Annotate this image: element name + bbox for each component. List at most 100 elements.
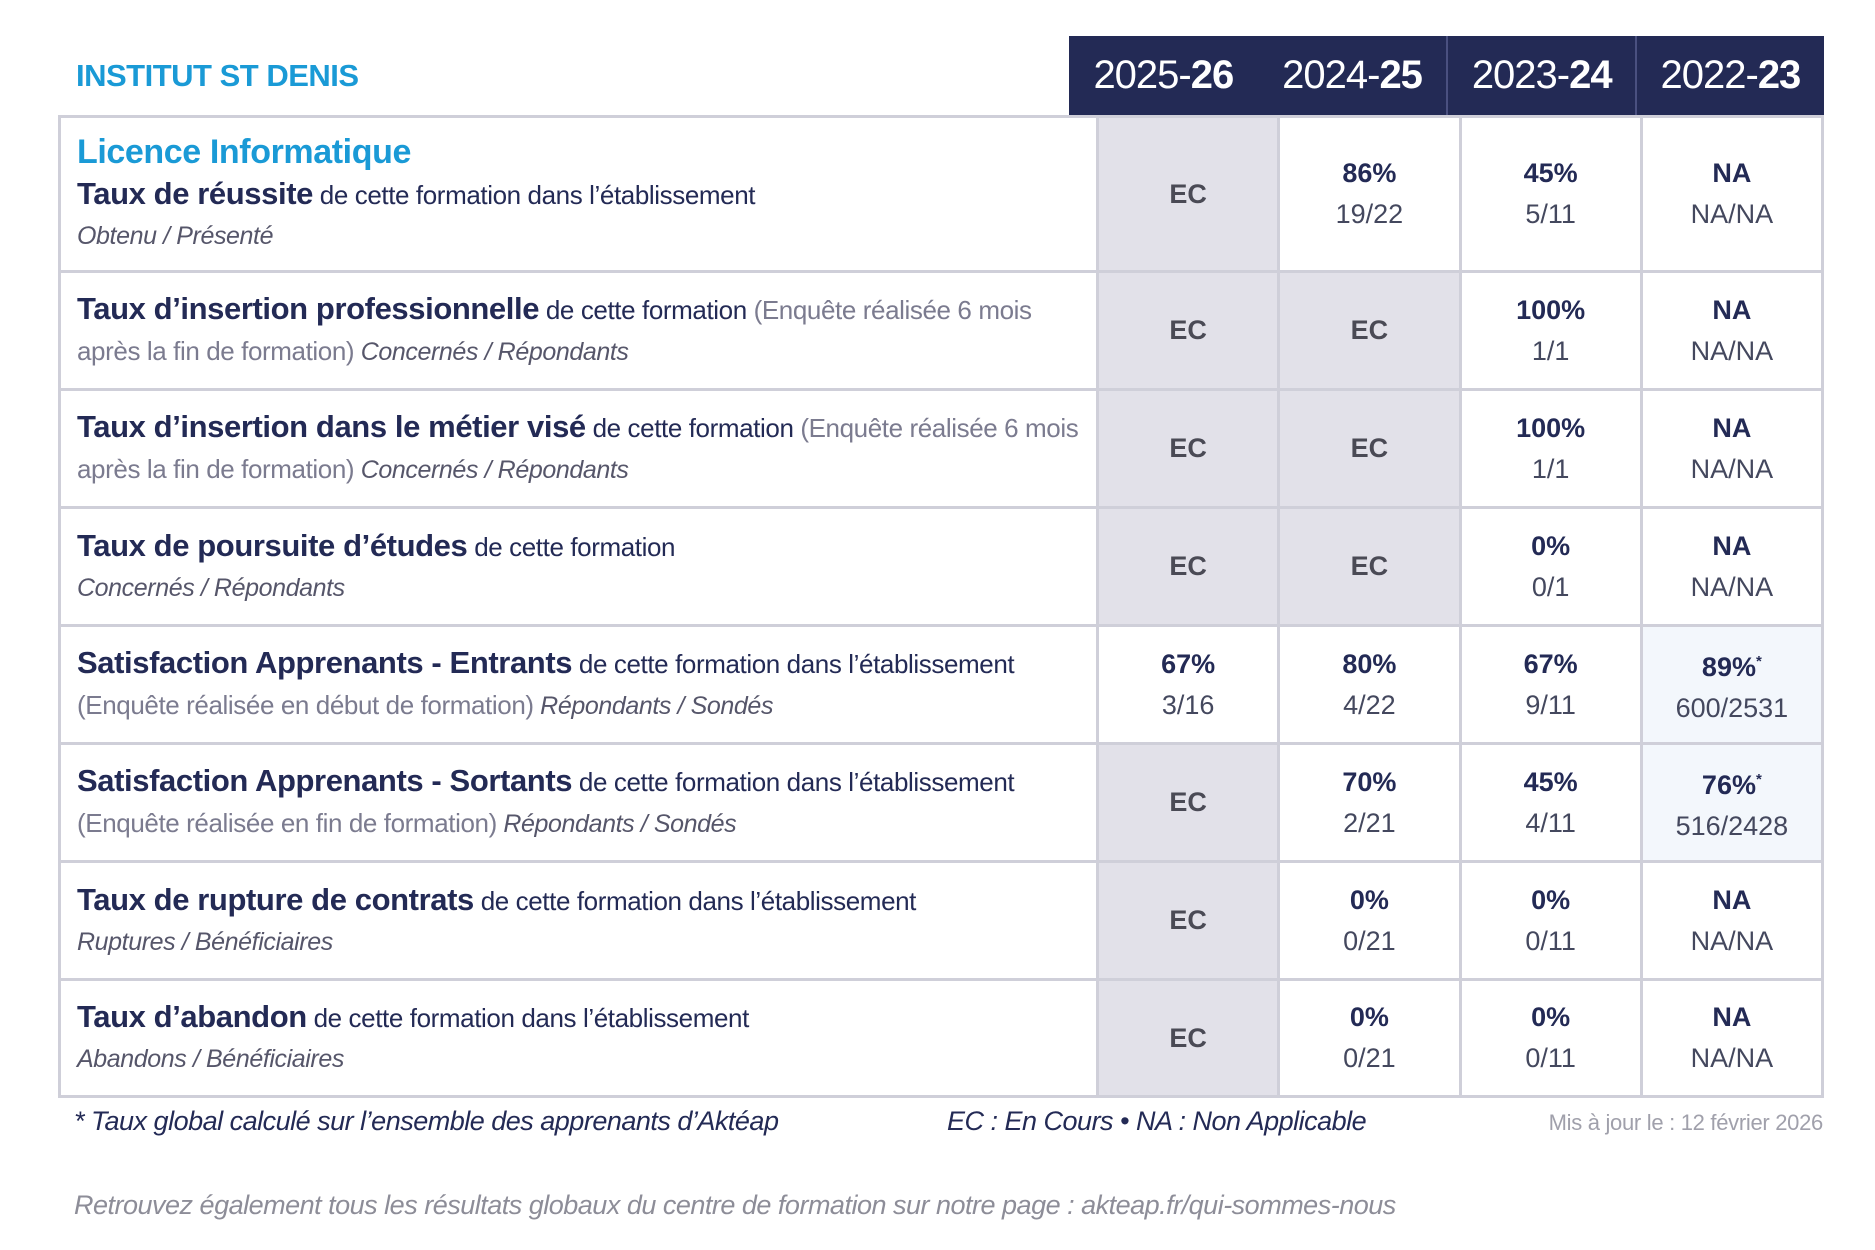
- rate-value: NA: [1712, 158, 1752, 188]
- value-cell: 86% 19/22: [1277, 115, 1462, 273]
- indicator-title: Satisfaction Apprenants - Entrants: [77, 645, 573, 680]
- count-value: 0/21: [1343, 925, 1396, 956]
- survey-note: (Enquête réalisée 6 mois après la fin de…: [77, 295, 1032, 366]
- value-cell: 67% 3/16: [1095, 624, 1281, 745]
- table-row: Satisfaction Apprenants - Sortants de ce…: [58, 742, 1825, 863]
- count-value: 3/16: [1161, 689, 1215, 720]
- count-value: 4/22: [1343, 689, 1396, 720]
- global-rate-note: * Taux global calculé sur l’ensemble des…: [74, 1106, 779, 1136]
- rate-value: EC: [1169, 315, 1207, 345]
- value-cell: EC: [1277, 270, 1462, 391]
- indicator-title: Taux d’insertion professionnelle: [77, 291, 540, 326]
- updated-date: Mis à jour le : 12 février 2026: [1548, 1110, 1824, 1135]
- rate-value: 80%: [1342, 648, 1397, 679]
- indicator-label: Licence Informatique Taux de réussite de …: [58, 115, 1099, 273]
- rate-value: EC: [1169, 905, 1207, 935]
- table-row: Taux de poursuite d’études de cette form…: [58, 506, 1825, 627]
- count-value: 1/1: [1531, 335, 1570, 366]
- value-cell: 100% 1/1: [1458, 270, 1643, 391]
- rate-value: 76%*: [1701, 769, 1762, 800]
- value-cell: 76%* 516/2428: [1639, 742, 1825, 863]
- indicator-label: Taux de poursuite d’études de cette form…: [58, 506, 1099, 627]
- survey-note: (Enquête réalisée 6 mois après la fin de…: [77, 413, 1079, 484]
- rate-value: EC: [1169, 433, 1207, 463]
- indicator-description: de cette formation dans l’établissement: [572, 649, 1015, 679]
- year-prefix: 2022-: [1660, 53, 1759, 97]
- value-cell: EC: [1095, 506, 1281, 627]
- measure-label: Concernés / Répondants: [77, 573, 345, 602]
- value-cell: EC: [1095, 388, 1281, 509]
- rate-value: NA: [1712, 884, 1752, 915]
- indicator-label: Taux d’abandon de cette formation dans l…: [58, 978, 1099, 1098]
- value-cell: 0% 0/11: [1458, 860, 1643, 981]
- count-value: 9/11: [1525, 689, 1576, 720]
- value-cell: NA NA/NA: [1639, 860, 1825, 981]
- count-value: NA/NA: [1690, 199, 1774, 229]
- value-cell: EC: [1277, 388, 1462, 509]
- survey-note: (Enquête réalisée en début de formation): [77, 690, 534, 720]
- indicator-description: de cette formation: [467, 531, 676, 562]
- value-cell: NA NA/NA: [1639, 115, 1825, 273]
- value-cell: 45% 5/11: [1458, 115, 1643, 273]
- website-link-text: Retrouvez également tous les résultats g…: [74, 1190, 1396, 1220]
- count-value: 4/11: [1525, 807, 1576, 838]
- rate-value: 67%: [1523, 648, 1578, 679]
- rate-value: 0%: [1531, 884, 1571, 915]
- indicator-description: de cette formation: [585, 413, 801, 443]
- rate-value: EC: [1169, 551, 1207, 581]
- year-2023-24: 2023-24: [1446, 36, 1635, 115]
- indicator-label: Satisfaction Apprenants - Entrants de ce…: [58, 624, 1099, 745]
- count-value: 0/11: [1525, 1043, 1576, 1073]
- measure-label: Obtenu / Présenté: [77, 222, 274, 250]
- rate-value: EC: [1350, 315, 1389, 345]
- indicator-title: Taux de poursuite d’études: [77, 527, 468, 563]
- rate-value: EC: [1169, 787, 1207, 817]
- rate-value: NA: [1712, 412, 1752, 443]
- rate-value: 67%: [1161, 648, 1216, 679]
- year-prefix: 2023-: [1471, 53, 1570, 97]
- count-value: 600/2531: [1675, 692, 1789, 723]
- count-value: 5/11: [1525, 199, 1576, 229]
- indicator-title: Taux d’abandon: [77, 999, 307, 1034]
- indicator-description: de cette formation dans l’établissement: [312, 180, 756, 210]
- table-row: Taux d’insertion professionnelle de cett…: [58, 270, 1825, 391]
- rate-value: 45%: [1523, 158, 1578, 188]
- rate-value: EC: [1169, 1022, 1207, 1053]
- value-cell: NA NA/NA: [1639, 270, 1825, 391]
- year-suffix: 24: [1569, 53, 1612, 97]
- table-row: Taux d’abandon de cette formation dans l…: [58, 978, 1825, 1098]
- value-cell: EC: [1277, 506, 1462, 627]
- value-cell: EC: [1095, 270, 1281, 391]
- year-suffix: 25: [1379, 53, 1422, 97]
- count-value: NA/NA: [1690, 571, 1774, 602]
- value-cell: NA NA/NA: [1639, 388, 1825, 509]
- rate-value: 100%: [1516, 412, 1586, 443]
- year-2024-25: 2024-25: [1258, 36, 1447, 115]
- indicator-description: de cette formation dans l’établissement: [306, 1003, 750, 1033]
- value-cell: 67% 9/11: [1458, 624, 1643, 745]
- rate-value: 89%*: [1701, 651, 1762, 682]
- value-cell: 0% 0/21: [1277, 978, 1462, 1098]
- rate-value: 0%: [1349, 1002, 1389, 1032]
- value-cell: EC: [1095, 860, 1281, 981]
- value-cell: 89%* 600/2531: [1639, 624, 1825, 745]
- table-row: Taux d’insertion dans le métier visé de …: [58, 388, 1825, 509]
- year-2022-23: 2022-23: [1635, 36, 1824, 115]
- count-value: NA/NA: [1690, 1043, 1774, 1073]
- indicator-label: Satisfaction Apprenants - Sortants de ce…: [58, 742, 1099, 863]
- indicator-description: de cette formation dans l’établissement: [572, 767, 1015, 797]
- rate-value: NA: [1712, 530, 1752, 561]
- year-2025-26: 2025-26: [1069, 36, 1258, 115]
- indicator-description: de cette formation: [539, 295, 754, 325]
- program-name: Licence Informatique: [77, 133, 411, 171]
- count-value: 19/22: [1335, 199, 1404, 229]
- global-rate-asterisk: *: [1755, 770, 1762, 788]
- indicator-description: de cette formation dans l’établissement: [473, 885, 917, 916]
- institute-name: INSTITUT ST DENIS: [76, 58, 359, 93]
- survey-note: (Enquête réalisée en fin de formation): [77, 808, 497, 838]
- measure-label: Ruptures / Bénéficiaires: [77, 927, 333, 956]
- count-value: 0/11: [1525, 925, 1576, 956]
- rate-value: 0%: [1531, 530, 1571, 561]
- table-row: Satisfaction Apprenants - Entrants de ce…: [58, 624, 1825, 745]
- indicator-title: Taux d’insertion dans le métier visé: [77, 409, 586, 444]
